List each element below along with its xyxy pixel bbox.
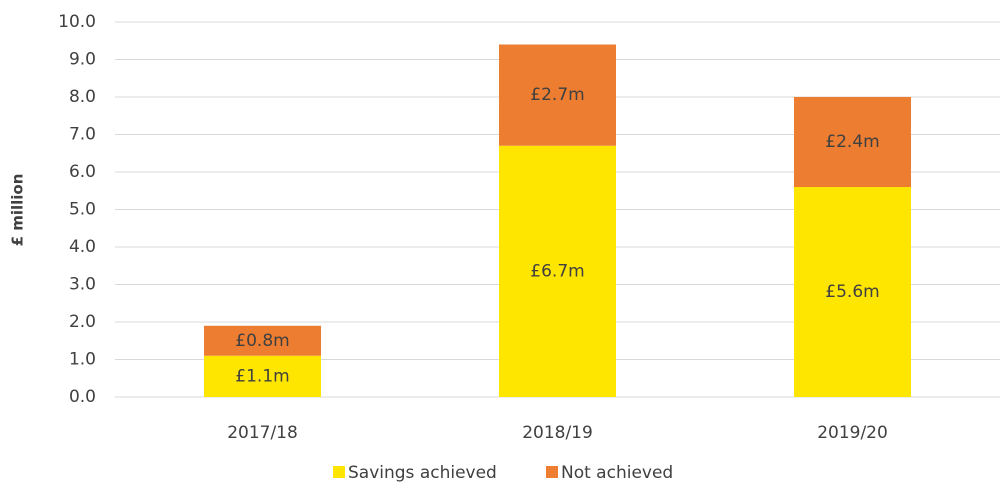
data-label: £5.6m	[825, 282, 879, 302]
y-tick-label: 9.0	[69, 50, 96, 70]
bar-segment	[499, 44, 616, 146]
y-tick-label: 2.0	[69, 312, 96, 332]
data-label: £2.4m	[825, 132, 879, 152]
y-tick-label: 7.0	[69, 125, 96, 145]
data-label: £6.7m	[530, 261, 584, 281]
bar-segment	[204, 325, 321, 356]
x-tick-label: 2018/19	[522, 423, 593, 443]
y-tick-label: 0.0	[69, 387, 96, 407]
legend-swatch	[333, 466, 345, 478]
bar-segment	[794, 97, 911, 187]
legend-label: Savings achieved	[348, 463, 497, 483]
x-tick-label: 2017/18	[227, 423, 298, 443]
y-tick-label: 6.0	[69, 162, 96, 182]
y-axis-label: £ million	[9, 174, 27, 247]
bar-segment	[204, 355, 321, 397]
y-tick-label: 5.0	[69, 200, 96, 220]
y-tick-label: 1.0	[69, 350, 96, 370]
y-tick-label: 10.0	[58, 12, 96, 32]
y-tick-label: 3.0	[69, 275, 96, 295]
bar-segment	[794, 187, 911, 397]
y-tick-label: 8.0	[69, 87, 96, 107]
x-tick-label: 2019/20	[817, 423, 888, 443]
bar-segment	[499, 145, 616, 397]
data-label: £2.7m	[530, 85, 584, 105]
y-tick-label: 4.0	[69, 237, 96, 257]
data-label: £1.1m	[235, 366, 289, 386]
legend-label: Not achieved	[561, 463, 673, 483]
data-label: £0.8m	[235, 331, 289, 351]
legend-swatch	[546, 466, 558, 478]
